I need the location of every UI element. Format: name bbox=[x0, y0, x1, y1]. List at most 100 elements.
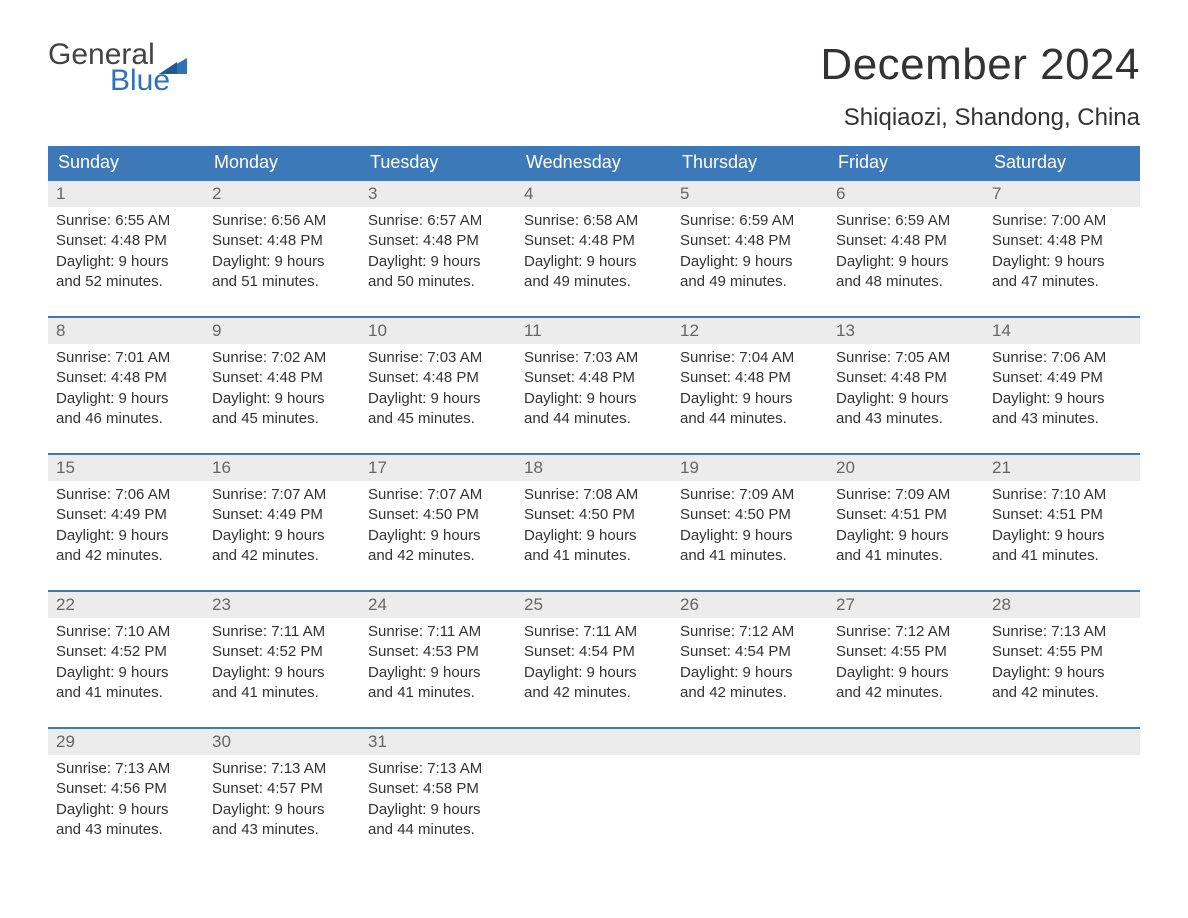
sunrise-text: Sunrise: 7:13 AM bbox=[56, 759, 196, 779]
day-details: Sunrise: 7:03 AMSunset: 4:48 PMDaylight:… bbox=[360, 344, 516, 429]
calendar-week: 29Sunrise: 7:13 AMSunset: 4:56 PMDayligh… bbox=[48, 727, 1140, 846]
weekday-header-cell: Wednesday bbox=[516, 146, 672, 179]
sunrise-text: Sunrise: 7:10 AM bbox=[56, 622, 196, 642]
calendar-day-empty bbox=[984, 729, 1140, 846]
daylight-line-1: Daylight: 9 hours bbox=[368, 663, 508, 683]
day-number: 17 bbox=[360, 455, 516, 481]
daylight-line-2: and 42 minutes. bbox=[524, 683, 664, 703]
sunset-text: Sunset: 4:53 PM bbox=[368, 642, 508, 662]
day-details: Sunrise: 6:59 AMSunset: 4:48 PMDaylight:… bbox=[828, 207, 984, 292]
weekday-header-cell: Thursday bbox=[672, 146, 828, 179]
day-number: 27 bbox=[828, 592, 984, 618]
day-number: 19 bbox=[672, 455, 828, 481]
day-details: Sunrise: 7:13 AMSunset: 4:56 PMDaylight:… bbox=[48, 755, 204, 840]
calendar-day: 12Sunrise: 7:04 AMSunset: 4:48 PMDayligh… bbox=[672, 318, 828, 435]
daylight-line-1: Daylight: 9 hours bbox=[680, 663, 820, 683]
day-number: 22 bbox=[48, 592, 204, 618]
calendar-day: 22Sunrise: 7:10 AMSunset: 4:52 PMDayligh… bbox=[48, 592, 204, 709]
day-details: Sunrise: 7:07 AMSunset: 4:50 PMDaylight:… bbox=[360, 481, 516, 566]
day-details: Sunrise: 7:06 AMSunset: 4:49 PMDaylight:… bbox=[984, 344, 1140, 429]
sunset-text: Sunset: 4:48 PM bbox=[524, 368, 664, 388]
daylight-line-2: and 45 minutes. bbox=[212, 409, 352, 429]
sunrise-text: Sunrise: 7:12 AM bbox=[680, 622, 820, 642]
day-number: 20 bbox=[828, 455, 984, 481]
day-details: Sunrise: 7:00 AMSunset: 4:48 PMDaylight:… bbox=[984, 207, 1140, 292]
daylight-line-1: Daylight: 9 hours bbox=[836, 252, 976, 272]
calendar-day: 28Sunrise: 7:13 AMSunset: 4:55 PMDayligh… bbox=[984, 592, 1140, 709]
daylight-line-1: Daylight: 9 hours bbox=[524, 526, 664, 546]
sunrise-text: Sunrise: 6:59 AM bbox=[680, 211, 820, 231]
daylight-line-2: and 42 minutes. bbox=[56, 546, 196, 566]
daylight-line-1: Daylight: 9 hours bbox=[368, 389, 508, 409]
daylight-line-2: and 41 minutes. bbox=[836, 546, 976, 566]
sunset-text: Sunset: 4:49 PM bbox=[992, 368, 1132, 388]
sunset-text: Sunset: 4:51 PM bbox=[836, 505, 976, 525]
sunrise-text: Sunrise: 7:07 AM bbox=[368, 485, 508, 505]
calendar-day-empty bbox=[672, 729, 828, 846]
daylight-line-1: Daylight: 9 hours bbox=[56, 252, 196, 272]
day-details: Sunrise: 6:58 AMSunset: 4:48 PMDaylight:… bbox=[516, 207, 672, 292]
calendar-week: 1Sunrise: 6:55 AMSunset: 4:48 PMDaylight… bbox=[48, 179, 1140, 298]
day-number: 13 bbox=[828, 318, 984, 344]
calendar-day: 9Sunrise: 7:02 AMSunset: 4:48 PMDaylight… bbox=[204, 318, 360, 435]
day-number: 26 bbox=[672, 592, 828, 618]
sunset-text: Sunset: 4:48 PM bbox=[212, 231, 352, 251]
sunrise-text: Sunrise: 7:03 AM bbox=[524, 348, 664, 368]
daylight-line-1: Daylight: 9 hours bbox=[56, 526, 196, 546]
day-details: Sunrise: 7:03 AMSunset: 4:48 PMDaylight:… bbox=[516, 344, 672, 429]
daylight-line-1: Daylight: 9 hours bbox=[212, 800, 352, 820]
calendar-day: 13Sunrise: 7:05 AMSunset: 4:48 PMDayligh… bbox=[828, 318, 984, 435]
day-details: Sunrise: 7:13 AMSunset: 4:57 PMDaylight:… bbox=[204, 755, 360, 840]
sunset-text: Sunset: 4:48 PM bbox=[836, 368, 976, 388]
daylight-line-2: and 41 minutes. bbox=[524, 546, 664, 566]
calendar-day: 6Sunrise: 6:59 AMSunset: 4:48 PMDaylight… bbox=[828, 181, 984, 298]
sunset-text: Sunset: 4:48 PM bbox=[680, 231, 820, 251]
calendar: SundayMondayTuesdayWednesdayThursdayFrid… bbox=[48, 146, 1140, 846]
weekday-header-cell: Friday bbox=[828, 146, 984, 179]
day-details: Sunrise: 7:13 AMSunset: 4:55 PMDaylight:… bbox=[984, 618, 1140, 703]
day-number: 14 bbox=[984, 318, 1140, 344]
day-number: 1 bbox=[48, 181, 204, 207]
daylight-line-2: and 41 minutes. bbox=[992, 546, 1132, 566]
sunset-text: Sunset: 4:48 PM bbox=[212, 368, 352, 388]
daylight-line-1: Daylight: 9 hours bbox=[524, 252, 664, 272]
calendar-day-empty bbox=[516, 729, 672, 846]
sunrise-text: Sunrise: 7:09 AM bbox=[836, 485, 976, 505]
day-number: 31 bbox=[360, 729, 516, 755]
daylight-line-1: Daylight: 9 hours bbox=[524, 663, 664, 683]
calendar-day: 1Sunrise: 6:55 AMSunset: 4:48 PMDaylight… bbox=[48, 181, 204, 298]
daylight-line-1: Daylight: 9 hours bbox=[212, 252, 352, 272]
daylight-line-1: Daylight: 9 hours bbox=[836, 663, 976, 683]
sunset-text: Sunset: 4:52 PM bbox=[212, 642, 352, 662]
month-title: December 2024 bbox=[820, 40, 1140, 90]
calendar-day: 29Sunrise: 7:13 AMSunset: 4:56 PMDayligh… bbox=[48, 729, 204, 846]
day-number bbox=[984, 729, 1140, 755]
daylight-line-1: Daylight: 9 hours bbox=[992, 663, 1132, 683]
sunrise-text: Sunrise: 7:08 AM bbox=[524, 485, 664, 505]
daylight-line-2: and 44 minutes. bbox=[680, 409, 820, 429]
day-details: Sunrise: 7:10 AMSunset: 4:51 PMDaylight:… bbox=[984, 481, 1140, 566]
daylight-line-1: Daylight: 9 hours bbox=[680, 526, 820, 546]
sunrise-text: Sunrise: 6:57 AM bbox=[368, 211, 508, 231]
sunrise-text: Sunrise: 7:06 AM bbox=[992, 348, 1132, 368]
daylight-line-2: and 41 minutes. bbox=[680, 546, 820, 566]
sunrise-text: Sunrise: 7:07 AM bbox=[212, 485, 352, 505]
calendar-day: 17Sunrise: 7:07 AMSunset: 4:50 PMDayligh… bbox=[360, 455, 516, 572]
sunrise-text: Sunrise: 7:06 AM bbox=[56, 485, 196, 505]
daylight-line-1: Daylight: 9 hours bbox=[680, 389, 820, 409]
daylight-line-2: and 43 minutes. bbox=[56, 820, 196, 840]
daylight-line-2: and 42 minutes. bbox=[836, 683, 976, 703]
calendar-day: 23Sunrise: 7:11 AMSunset: 4:52 PMDayligh… bbox=[204, 592, 360, 709]
daylight-line-1: Daylight: 9 hours bbox=[212, 663, 352, 683]
day-details: Sunrise: 7:05 AMSunset: 4:48 PMDaylight:… bbox=[828, 344, 984, 429]
day-number: 15 bbox=[48, 455, 204, 481]
day-number: 25 bbox=[516, 592, 672, 618]
calendar-day: 7Sunrise: 7:00 AMSunset: 4:48 PMDaylight… bbox=[984, 181, 1140, 298]
sunrise-text: Sunrise: 7:11 AM bbox=[212, 622, 352, 642]
daylight-line-2: and 50 minutes. bbox=[368, 272, 508, 292]
day-number: 12 bbox=[672, 318, 828, 344]
calendar-day: 3Sunrise: 6:57 AMSunset: 4:48 PMDaylight… bbox=[360, 181, 516, 298]
sunset-text: Sunset: 4:48 PM bbox=[992, 231, 1132, 251]
sunrise-text: Sunrise: 6:55 AM bbox=[56, 211, 196, 231]
sunrise-text: Sunrise: 7:11 AM bbox=[524, 622, 664, 642]
